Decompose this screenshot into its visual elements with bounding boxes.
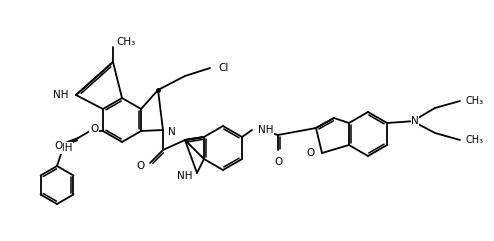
Text: CH₃: CH₃	[465, 135, 483, 145]
Text: CH₃: CH₃	[116, 37, 135, 47]
Text: Cl: Cl	[218, 63, 228, 73]
Text: NH: NH	[52, 90, 68, 100]
Text: NH: NH	[176, 171, 192, 181]
Text: O: O	[137, 161, 145, 171]
Text: NH: NH	[258, 125, 274, 135]
Text: O: O	[274, 157, 282, 167]
Text: O: O	[54, 141, 62, 151]
Text: O: O	[90, 124, 98, 134]
Text: NH: NH	[57, 143, 73, 153]
Text: CH₃: CH₃	[465, 96, 483, 106]
Text: N: N	[168, 127, 176, 137]
Text: O: O	[307, 148, 315, 158]
Text: N: N	[411, 116, 419, 126]
